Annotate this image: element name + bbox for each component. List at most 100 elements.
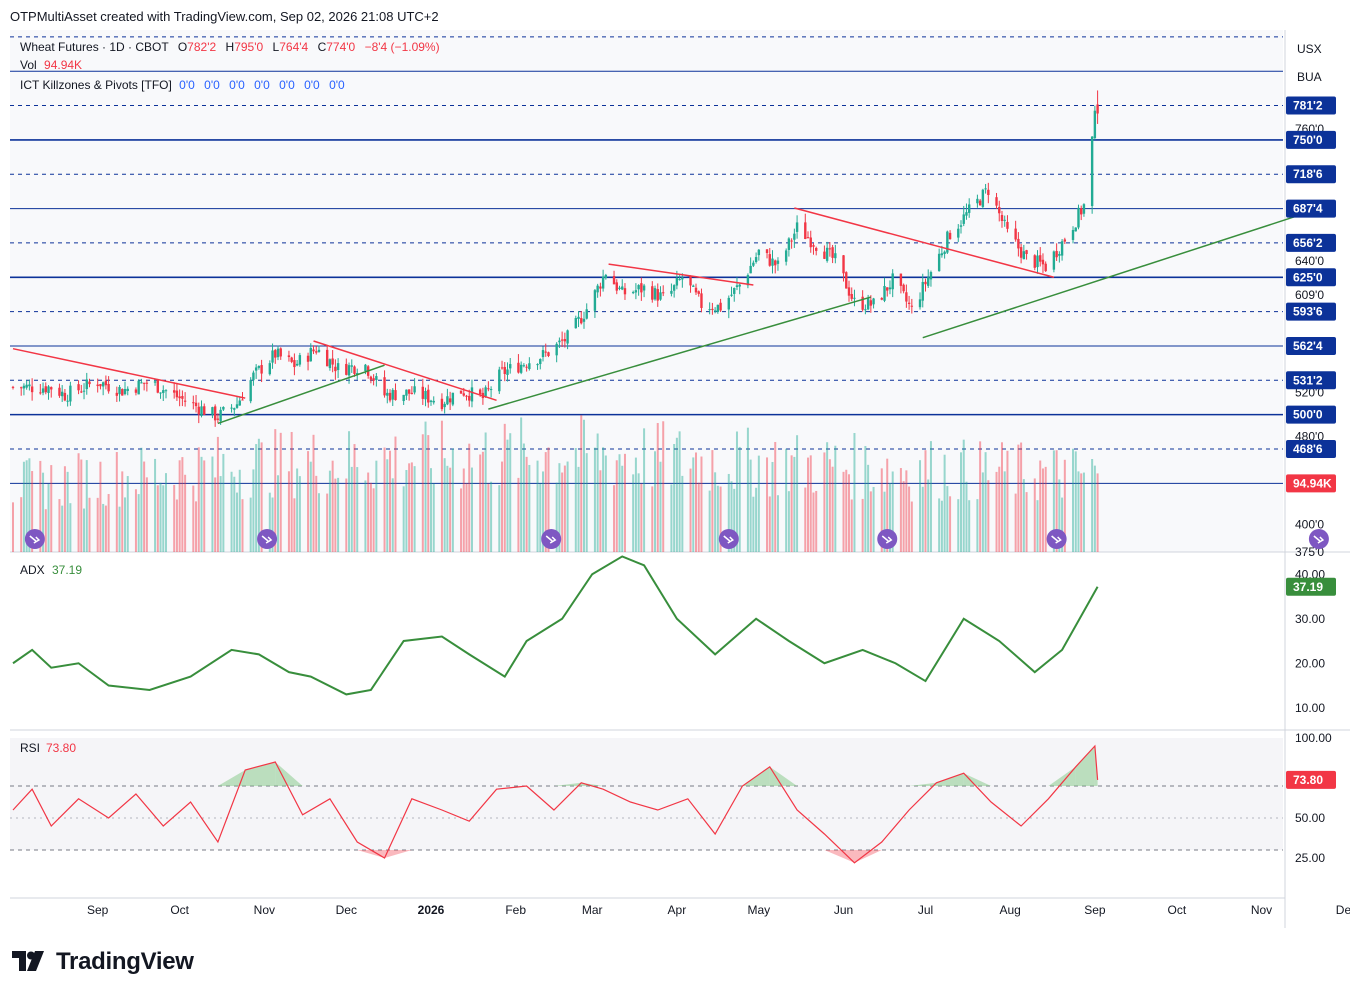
volume-bar [449,467,452,552]
rsi-oversold-fill [824,850,855,863]
candle-body [880,298,883,300]
tradingview-brand[interactable]: TradingView [12,948,194,976]
price-level-tag [1286,130,1336,149]
price-level-tag-label: 718'6 [1293,167,1323,181]
currency-unit-button[interactable]: USX [1297,42,1322,56]
volume-bar [298,476,301,552]
volume-bar [585,453,588,552]
chart-canvas[interactable]: 760'0640'0609'0520'0480'0400'0375'0781'2… [10,30,1351,928]
candle-body [407,389,411,394]
candle-body [200,406,203,416]
volume-bar [143,461,146,552]
volume-bar [861,498,864,552]
candle-body [675,278,679,286]
candle-body [96,384,99,387]
session-marker-icon [877,529,898,549]
volume-bar [697,482,700,552]
volume-bar [69,503,72,552]
volume-bar [137,494,140,552]
candle-body [918,299,922,308]
candle-body [847,287,851,296]
volume-bar [405,470,408,552]
candle-body [115,392,119,396]
candle-body [462,393,465,396]
volume-bar [520,417,523,552]
price-level-tag [1286,371,1336,390]
volume-bar [413,466,416,552]
volume-bar [785,448,788,552]
volume-bar [156,485,159,552]
candle-body [99,384,102,387]
volume-bar [421,434,424,552]
candle-body [181,396,184,399]
candle-body [886,287,889,291]
volume-bar [621,465,624,552]
session-marker-icon [257,529,278,549]
rsi-value: 73.80 [46,741,76,755]
volume-bar [632,474,635,552]
candle-body [825,247,829,261]
candle-body [580,318,583,324]
rsi-value-tag [1286,770,1336,789]
legend-open: 782'2 [187,40,217,54]
candle-body [66,400,69,402]
candle-body [599,286,602,289]
volume-bar [998,466,1001,552]
candle-body [388,392,392,401]
rsi-axis-label: 25.00 [1295,851,1325,865]
candle-body [369,376,373,380]
candle-body [317,349,321,352]
candle-body [774,260,777,266]
volume-bar [115,452,118,552]
volume-bar [192,485,195,552]
volume-bar [383,447,386,552]
time-axis-label: Jun [834,903,853,917]
candle-body [1074,227,1077,232]
rsi-overbought-fill [936,773,964,786]
volume-bar [656,423,659,552]
volume-bar [1039,460,1042,552]
volume-bar [200,456,203,552]
legend-symbol[interactable]: Wheat Futures · 1D · CBOT [20,40,169,54]
arrow-icon [261,535,273,544]
candle-body [315,351,318,353]
volume-bar [678,431,681,552]
price-level-tag [1286,233,1336,252]
candle-body [213,406,217,421]
candle-body [241,399,244,401]
candle-body [757,249,761,256]
volume-bar [249,497,252,552]
volume-bar [623,453,626,552]
candle-body [274,350,277,358]
candle-body [279,348,282,357]
volume-bar [910,501,913,552]
volume-bar [807,457,810,552]
volume-bar [236,492,239,552]
volume-bar [637,473,640,552]
arrow-icon [881,535,893,544]
volume-bar [80,459,83,552]
legend-symbol-row: Wheat Futures · 1D · CBOT O782'2 H795'0 … [20,40,440,54]
legend-close: 774'0 [326,40,356,54]
contract-unit-button[interactable]: BUA [1297,70,1322,84]
candle-body [708,309,711,311]
legend-indicator-name[interactable]: ICT Killzones & Pivots [TFO] [20,78,172,92]
candle-body [402,394,405,402]
candle-body [670,290,673,294]
candle-body [58,387,61,396]
volume-bar [410,462,413,552]
candle-body [290,357,293,362]
rsi-overbought-fill [553,782,582,786]
volume-bar [812,492,815,552]
candle-body [1096,104,1099,114]
volume-bar [391,478,394,552]
volume-bar [634,457,637,552]
candle-body [487,388,490,390]
candle-body [563,339,567,342]
volume-bar [460,488,463,552]
legend-vol-label[interactable]: Vol [20,58,37,72]
candle-body [662,292,665,294]
volume-bar [140,447,143,552]
candle-body [927,277,930,286]
volume-bar [88,497,91,552]
